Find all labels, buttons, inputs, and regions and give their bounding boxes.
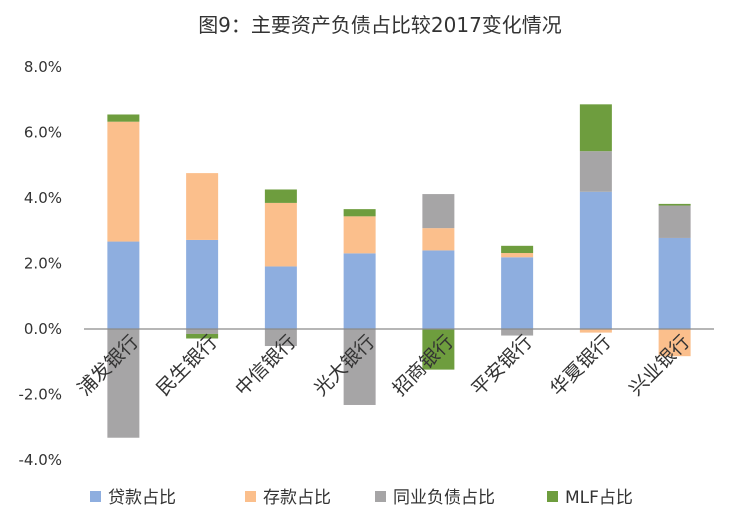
x-category-label: 平安银行 xyxy=(467,331,536,400)
y-tick-label: 6.0% xyxy=(24,124,62,142)
bar-segment-3 xyxy=(658,205,691,238)
bar-segment-3 xyxy=(343,329,376,405)
legend-swatch xyxy=(375,491,386,502)
legend-label: 贷款占比 xyxy=(108,488,176,508)
bar-segment-2 xyxy=(658,329,691,357)
bar-segment-2 xyxy=(501,253,534,258)
legend-label: 存款占比 xyxy=(263,488,331,508)
bar-segment-3 xyxy=(501,329,534,336)
bar-segment-1 xyxy=(264,266,297,329)
bar-segment-3 xyxy=(579,151,612,192)
bar-segment-1 xyxy=(501,257,534,329)
bar-segment-3 xyxy=(422,194,455,229)
bar-segment-1 xyxy=(579,191,612,329)
bar-segment-4 xyxy=(186,333,219,339)
bar-segment-2 xyxy=(422,228,455,251)
bar-segment-3 xyxy=(264,329,297,347)
y-tick-label: 8.0% xyxy=(24,58,62,76)
bar-segment-1 xyxy=(107,241,140,329)
bar-segment-2 xyxy=(186,173,219,240)
chart-title: 图9：主要资产负债占比较2017变化情况 xyxy=(198,13,562,37)
bar-segment-4 xyxy=(501,245,534,254)
bar-segment-4 xyxy=(264,189,297,203)
bar-segment-1 xyxy=(658,237,691,329)
legend-swatch xyxy=(245,491,256,502)
x-category-label: 华夏银行 xyxy=(546,331,615,400)
bar-segment-4 xyxy=(107,114,140,122)
bar-segment-2 xyxy=(107,121,140,242)
bar-segment-2 xyxy=(579,329,612,333)
bar-segment-1 xyxy=(343,253,376,329)
bar-segment-2 xyxy=(264,202,297,267)
bar-segment-4 xyxy=(422,329,455,370)
bar-segment-2 xyxy=(343,216,376,254)
bar-segment-4 xyxy=(658,203,691,206)
bar-segment-4 xyxy=(343,209,376,217)
x-category-label: 民生银行 xyxy=(152,331,221,400)
bar-segment-1 xyxy=(186,239,219,329)
legend-swatch xyxy=(547,491,558,502)
legend-label: MLF占比 xyxy=(565,488,633,508)
y-tick-label: 2.0% xyxy=(24,255,62,273)
y-tick-label: 4.0% xyxy=(24,189,62,207)
y-tick-label: -4.0% xyxy=(18,451,62,469)
y-tick-label: -2.0% xyxy=(18,386,62,404)
bar-segment-1 xyxy=(422,250,455,329)
legend-swatch xyxy=(90,491,101,502)
legend-label: 同业负债占比 xyxy=(393,488,495,508)
bar-segment-3 xyxy=(186,329,219,334)
bar-segment-3 xyxy=(107,329,140,438)
bar-segment-4 xyxy=(579,104,612,152)
y-tick-label: 0.0% xyxy=(24,320,62,338)
